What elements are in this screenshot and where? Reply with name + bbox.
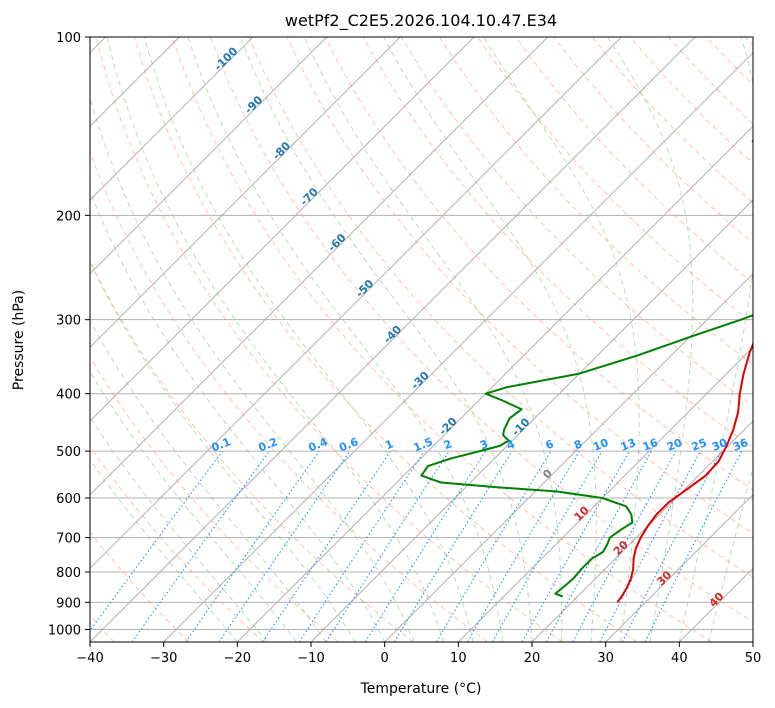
dry-adiabat-line (90, 531, 190, 642)
dry-adiabat-line (248, 37, 753, 578)
y-tick-label: 900 (56, 596, 81, 611)
mixing-ratio-line (521, 450, 630, 642)
dry-adiabat-line (90, 356, 339, 642)
moist-adiabat-line (90, 416, 268, 642)
dry-adiabat-line (400, 37, 753, 407)
mixing-ratio-lines (90, 450, 743, 642)
moist-adiabat-line (90, 458, 238, 642)
x-tick-label: 20 (524, 651, 541, 666)
dry-adiabat-line (133, 37, 638, 642)
mixing-ratio-line (131, 450, 270, 642)
mixing-ratio-label: 2 (442, 437, 454, 452)
x-tick-label: −20 (224, 651, 251, 666)
moist-adiabats (90, 37, 753, 642)
mixing-ratio-line (644, 450, 743, 642)
y-tick-label: 300 (56, 314, 81, 329)
mixing-ratio-line (90, 450, 223, 632)
y-tick-label: 1000 (48, 623, 81, 638)
y-tick-label: 500 (56, 445, 81, 460)
y-tick-label: 800 (56, 566, 81, 581)
moist-adiabat-line (90, 189, 386, 642)
background-lines (90, 37, 753, 642)
isotherm-line (384, 272, 753, 642)
mixing-ratio-line (545, 450, 653, 642)
moist-adiabat-line (482, 37, 640, 642)
axes: −40 −30 −20 −10 0 10 20 30 40 50 100 200 300 400 500 60… (48, 31, 761, 666)
moist-adiabat-line (607, 37, 694, 642)
x-tick-label: 30 (597, 651, 614, 666)
dry-adiabat-line (90, 445, 264, 642)
x-tick-label: 10 (450, 651, 467, 666)
isotherm-line (90, 37, 328, 275)
y-tick-label: 700 (56, 532, 81, 547)
y-tick-label: 100 (56, 31, 81, 46)
y-tick-label: 400 (56, 388, 81, 403)
y-tick-label: 200 (56, 209, 81, 224)
isotherm-line (90, 37, 622, 570)
x-tick-label: 40 (671, 651, 688, 666)
isotherm-line (90, 37, 696, 642)
x-tick-label: −30 (150, 651, 177, 666)
y-tick-label: 600 (56, 492, 81, 507)
mixing-ratio-label: 3 (478, 437, 490, 452)
isotherm-line (236, 125, 753, 642)
mixing-ratio-label: 13 (619, 436, 638, 454)
mixing-ratio-label: 1 (383, 437, 395, 452)
x-axis-label: Temperature (°C) (360, 681, 482, 697)
isotherm-line (531, 420, 753, 642)
dry-adiabat-line (210, 37, 753, 623)
mixing-ratio-line (298, 450, 425, 642)
dry-adiabat-line (515, 37, 753, 284)
moist-adiabat-line (303, 37, 563, 642)
isotherm-line (90, 37, 549, 496)
isotherm-line (90, 37, 254, 201)
grid-lines (90, 37, 753, 642)
isotherm-line (90, 37, 401, 349)
isotherm-line (605, 493, 753, 642)
isotherm-line (163, 51, 753, 642)
moist-adiabat-line (383, 37, 597, 642)
x-tick-label: 0 (381, 651, 389, 666)
plot-frame (89, 36, 754, 643)
mixing-ratio-line (572, 450, 677, 642)
dry-adiabat-line (286, 37, 753, 534)
mixing-ratio-label: 16 (641, 436, 660, 454)
temperature-profile (616, 341, 753, 603)
profile-series (420, 138, 753, 603)
dry-adiabat-line (438, 37, 753, 366)
mixing-ratio-line (393, 450, 513, 642)
dry-adiabat-line (90, 150, 488, 642)
moist-adiabat-line (143, 37, 474, 642)
mixing-ratio-label: 30 (710, 436, 729, 454)
moist-adiabat-line (90, 260, 356, 642)
moist-adiabat-line (106, 37, 445, 642)
moist-adiabat-line (90, 96, 415, 642)
mixing-ratio-label: 10 (591, 436, 610, 454)
mixing-ratio-line (325, 450, 450, 642)
moist-adiabat-line (90, 370, 297, 642)
dewpoint-profile (420, 138, 753, 598)
x-tick-label: −40 (76, 651, 103, 666)
chart-title: wetPf2_C2E5.2026.104.10.47.E34 (285, 11, 557, 31)
x-tick-label: 50 (745, 651, 762, 666)
y-axis-label: Pressure (hPa) (11, 290, 27, 390)
mixing-ratio-line (218, 450, 351, 642)
mixing-ratio-line (185, 450, 320, 642)
dry-adiabat-line (90, 259, 414, 642)
isotherm-line (90, 37, 475, 422)
mixing-ratio-label: 20 (665, 436, 684, 454)
dry-adiabat-line (95, 37, 563, 642)
mixing-ratio-label: 36 (731, 436, 750, 454)
mixing-ratio-label: 8 (572, 437, 584, 452)
mixing-ratio-line (262, 450, 392, 642)
mixing-ratio-label: 25 (690, 436, 709, 454)
moist-adiabat-line (187, 37, 503, 642)
x-tick-label: −10 (297, 651, 324, 666)
